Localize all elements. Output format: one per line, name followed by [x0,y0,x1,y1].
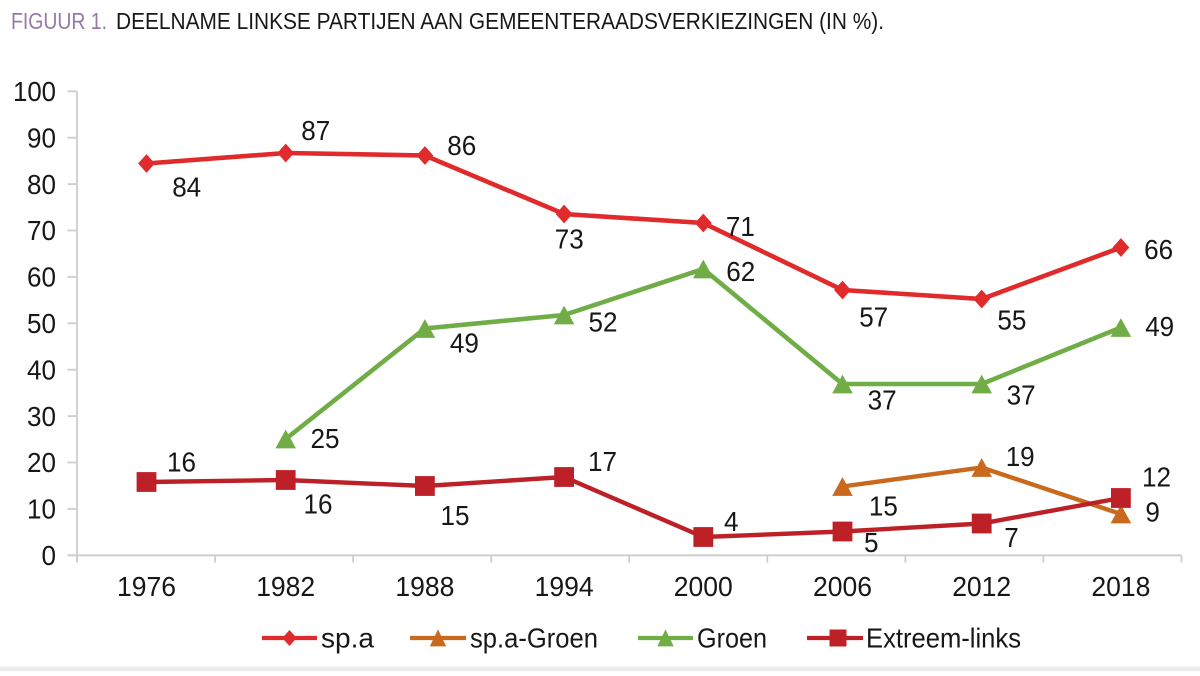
svg-text:66: 66 [1144,234,1173,265]
svg-text:2006: 2006 [813,571,872,602]
svg-text:55: 55 [997,305,1026,336]
svg-text:9: 9 [1145,497,1160,528]
svg-text:0: 0 [42,540,57,571]
svg-text:1994: 1994 [535,571,594,602]
svg-text:37: 37 [1007,380,1036,411]
svg-text:15: 15 [441,500,470,531]
svg-text:1982: 1982 [256,571,315,602]
svg-text:84: 84 [172,171,201,202]
svg-text:10: 10 [27,494,56,525]
svg-text:FIGUUR 1.: FIGUUR 1. [11,8,107,34]
svg-text:49: 49 [450,328,479,359]
svg-text:70: 70 [27,215,56,246]
svg-text:sp.a: sp.a [321,623,374,654]
svg-text:50: 50 [27,308,56,339]
svg-text:73: 73 [555,223,584,254]
svg-text:100: 100 [13,76,56,107]
svg-text:20: 20 [27,447,56,478]
svg-text:16: 16 [167,447,196,478]
svg-text:90: 90 [27,122,56,153]
svg-text:62: 62 [726,256,755,287]
svg-text:57: 57 [859,302,888,333]
svg-text:60: 60 [27,262,56,293]
svg-text:DEELNAME LINKSE PARTIJEN AAN G: DEELNAME LINKSE PARTIJEN AAN GEMEENTERAA… [116,8,884,34]
svg-text:15: 15 [869,491,898,522]
svg-text:49: 49 [1145,311,1174,342]
svg-text:1988: 1988 [395,571,454,602]
svg-text:80: 80 [27,169,56,200]
svg-text:2000: 2000 [674,571,733,602]
svg-text:71: 71 [726,211,755,242]
svg-text:19: 19 [1006,441,1035,472]
svg-text:5: 5 [864,527,879,558]
svg-text:2018: 2018 [1091,571,1150,602]
svg-text:17: 17 [588,446,617,477]
svg-text:2012: 2012 [952,571,1011,602]
svg-text:37: 37 [868,385,897,416]
svg-text:sp.a-Groen: sp.a-Groen [470,623,598,654]
svg-text:87: 87 [301,115,330,146]
svg-text:1976: 1976 [117,571,176,602]
svg-text:30: 30 [27,401,56,432]
svg-text:86: 86 [447,130,476,161]
svg-text:25: 25 [311,423,340,454]
svg-text:Groen: Groen [697,623,767,654]
svg-text:52: 52 [589,307,618,338]
svg-text:7: 7 [1004,522,1019,553]
svg-text:4: 4 [724,506,739,537]
svg-text:12: 12 [1142,462,1171,493]
svg-text:Extreem-links: Extreem-links [866,623,1021,654]
svg-text:40: 40 [27,354,56,385]
svg-text:16: 16 [304,489,333,520]
